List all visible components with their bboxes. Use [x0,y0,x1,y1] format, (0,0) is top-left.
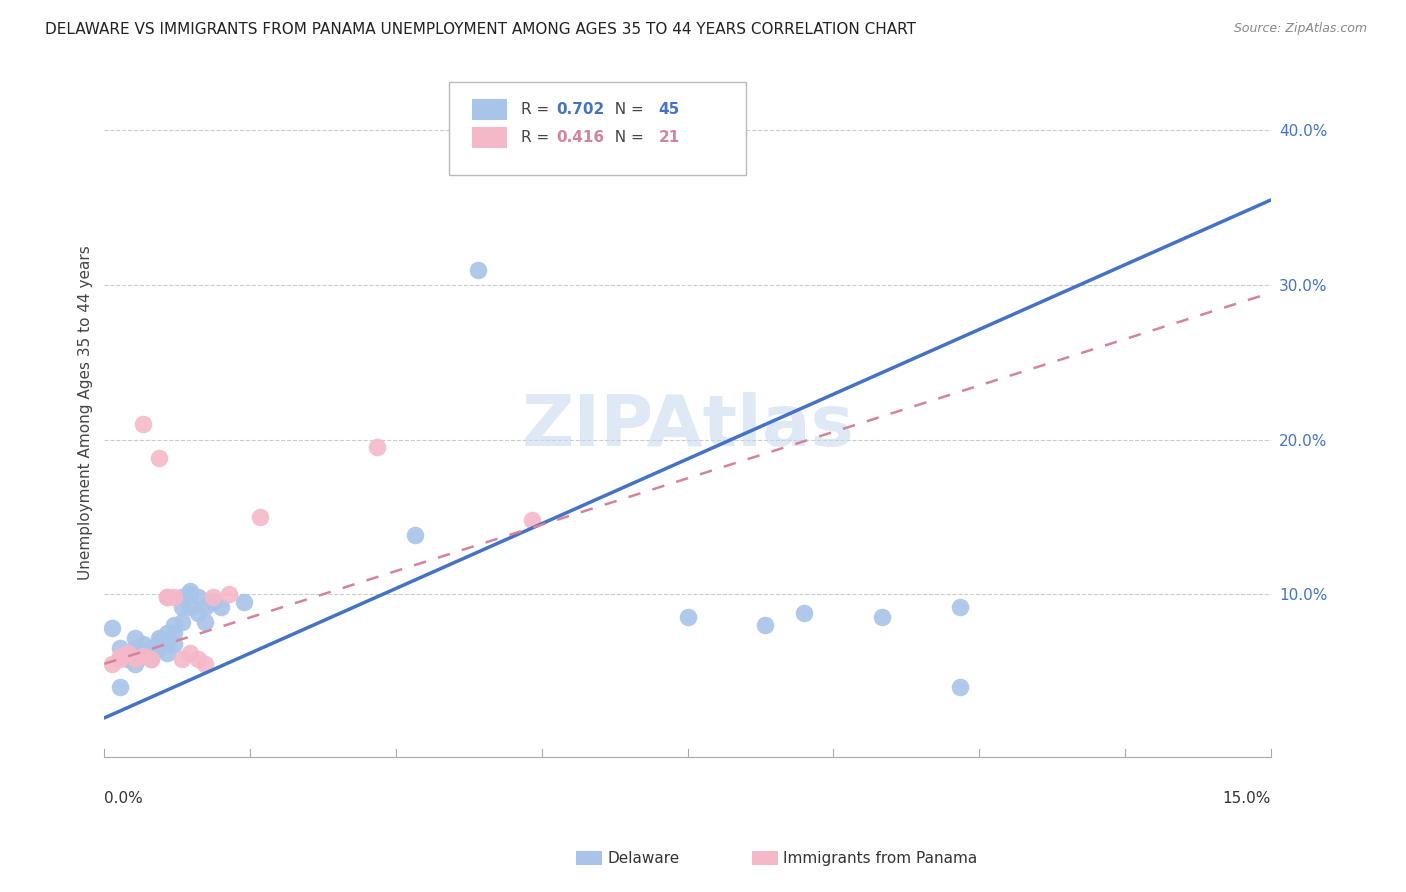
Text: 15.0%: 15.0% [1223,790,1271,805]
Text: 45: 45 [658,103,679,118]
Point [139,652,162,666]
Point [132,649,155,664]
Text: R =: R = [520,103,554,118]
Point [467,262,489,277]
Point [108,649,131,664]
Text: N =: N = [605,103,648,118]
Point [754,618,776,632]
Text: ZIPAtlas: ZIPAtlas [522,392,853,461]
Point [187,652,209,666]
Point [155,637,177,651]
Point [132,637,155,651]
Point [179,587,201,601]
Point [117,652,139,666]
Text: Delaware: Delaware [607,851,679,865]
Point [163,626,186,640]
Point [101,621,124,635]
Text: 21: 21 [658,130,679,145]
Point [155,591,177,605]
Point [139,641,162,656]
Point [132,417,155,432]
Point [676,610,699,624]
Point [949,680,972,694]
Point [148,631,170,645]
Point [187,606,209,620]
Point [117,649,139,664]
Point [233,595,256,609]
Point [194,599,217,614]
Point [202,591,225,605]
FancyBboxPatch shape [472,127,506,148]
Point [194,615,217,629]
Point [132,646,155,660]
Point [163,591,186,605]
Text: N =: N = [605,130,648,145]
Point [218,587,240,601]
Point [172,591,194,605]
Point [249,510,271,524]
Point [117,646,139,660]
Point [366,441,388,455]
Point [124,631,146,645]
Text: Source: ZipAtlas.com: Source: ZipAtlas.com [1233,22,1367,36]
Text: DELAWARE VS IMMIGRANTS FROM PANAMA UNEMPLOYMENT AMONG AGES 35 TO 44 YEARS CORREL: DELAWARE VS IMMIGRANTS FROM PANAMA UNEMP… [45,22,915,37]
Point [949,599,972,614]
Point [124,652,146,666]
Point [194,657,217,671]
Point [139,652,162,666]
Point [155,626,177,640]
Point [404,528,426,542]
Point [209,599,232,614]
FancyBboxPatch shape [576,851,602,865]
Point [163,618,186,632]
Point [179,646,201,660]
Text: Immigrants from Panama: Immigrants from Panama [783,851,977,865]
Text: 0.416: 0.416 [555,130,605,145]
Point [155,646,177,660]
Text: 0.0%: 0.0% [104,790,143,805]
Point [179,599,201,614]
Point [139,649,162,664]
Point [179,584,201,599]
Point [172,615,194,629]
Point [148,641,170,656]
Point [108,680,131,694]
Y-axis label: Unemployment Among Ages 35 to 44 years: Unemployment Among Ages 35 to 44 years [79,245,93,580]
Point [793,606,815,620]
Point [117,652,139,666]
Point [163,637,186,651]
Point [124,641,146,656]
Point [132,649,155,664]
FancyBboxPatch shape [449,82,747,175]
Point [202,595,225,609]
FancyBboxPatch shape [752,851,778,865]
Point [148,451,170,466]
Text: R =: R = [520,130,554,145]
Text: 0.702: 0.702 [555,103,605,118]
Point [187,591,209,605]
Point [124,657,146,671]
FancyBboxPatch shape [472,100,506,120]
Point [155,591,177,605]
Point [172,599,194,614]
Point [172,652,194,666]
Point [870,610,893,624]
Point [148,633,170,648]
Point [101,657,124,671]
Point [108,641,131,656]
Point [520,513,543,527]
Point [108,652,131,666]
